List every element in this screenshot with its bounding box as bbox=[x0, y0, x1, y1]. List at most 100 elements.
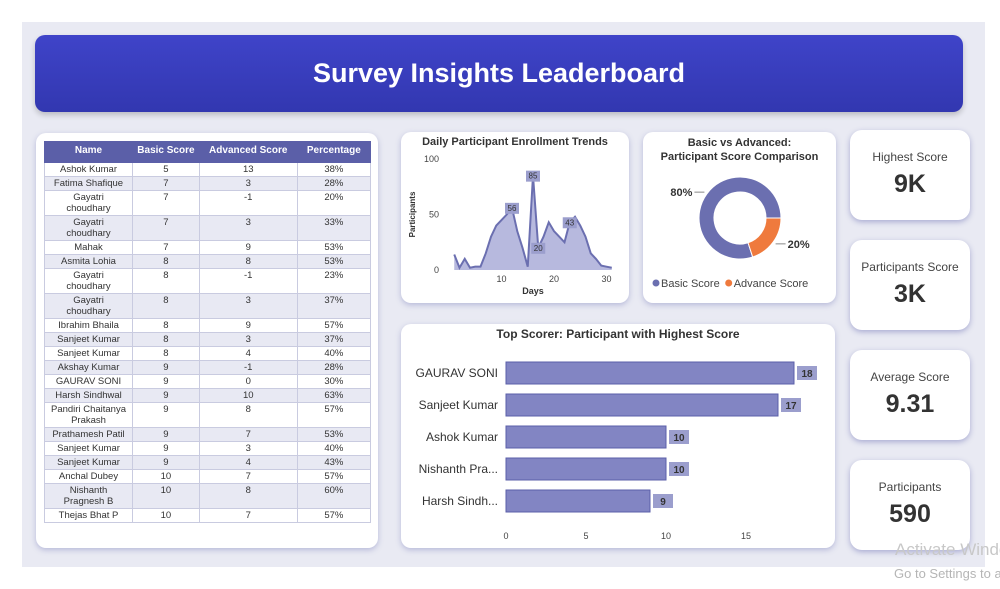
bar bbox=[505, 425, 667, 449]
legend-label: Basic Score bbox=[661, 278, 720, 290]
bar bbox=[505, 457, 667, 481]
x-tick-label: 30 bbox=[601, 274, 611, 284]
table-cell: 30% bbox=[296, 374, 372, 389]
y-tick-label: Ashok Kumar bbox=[426, 430, 498, 444]
x-axis-label: Days bbox=[522, 286, 544, 296]
table-cell: 7 bbox=[198, 427, 298, 442]
data-label: 17 bbox=[785, 401, 797, 412]
x-tick-label: 10 bbox=[661, 531, 671, 541]
table-row: Ibrahim Bhaila 8 9 57% bbox=[43, 318, 372, 333]
table-cell: 20% bbox=[296, 190, 372, 216]
table-cell: 57% bbox=[296, 402, 372, 428]
bar bbox=[505, 361, 795, 385]
table-cell: 10 bbox=[132, 483, 200, 509]
table-cell: Gayatri choudhary bbox=[43, 190, 134, 216]
x-tick-label: 15 bbox=[741, 531, 751, 541]
table-cell: 7 bbox=[198, 508, 298, 523]
score-table: Name Basic Score Advanced Score Percentage A… bbox=[43, 141, 372, 523]
kpi-value: 3K bbox=[894, 280, 926, 308]
table-panel: Name Basic Score Advanced Score Percentage A… bbox=[36, 133, 378, 548]
table-cell: 8 bbox=[198, 254, 298, 269]
table-cell: 9 bbox=[132, 455, 200, 470]
table-cell: 38% bbox=[296, 162, 372, 177]
table-row: Thejas Bhat P 10 7 57% bbox=[43, 508, 372, 523]
table-cell: 37% bbox=[296, 332, 372, 347]
line-panel: Daily Participant Enrollment Trends 0 50 1… bbox=[401, 132, 629, 303]
data-label: 56 bbox=[508, 204, 517, 213]
legend-marker bbox=[725, 279, 733, 287]
column-header: Name bbox=[43, 141, 134, 163]
watermark-title: Activate Windows bbox=[895, 540, 1000, 559]
kpi-value: 9.31 bbox=[885, 390, 935, 418]
table-cell: Pandiri Chaitanya Prakash bbox=[43, 402, 134, 428]
table-cell: 10 bbox=[132, 469, 200, 484]
table-cell: Ashok Kumar bbox=[43, 162, 134, 177]
table-cell: 57% bbox=[296, 318, 372, 333]
table-cell: 3 bbox=[198, 176, 298, 191]
table-row: Gayatri choudhary 7 3 33% bbox=[43, 215, 372, 241]
table-cell: 4 bbox=[198, 346, 298, 361]
table-cell: 0 bbox=[198, 374, 298, 389]
x-tick-label: 10 bbox=[496, 274, 506, 284]
table-row: Sanjeet Kumar 8 3 37% bbox=[43, 332, 372, 347]
kpi-card: Participants 590 bbox=[850, 460, 970, 550]
table-row: Gayatri choudhary 8 -1 23% bbox=[43, 268, 372, 294]
y-tick-label: 100 bbox=[424, 154, 439, 164]
x-tick-label: 5 bbox=[583, 531, 588, 541]
bar-panel: Top Scorer: Participant with Highest Sco… bbox=[401, 324, 835, 548]
column-header: Percentage bbox=[296, 141, 372, 163]
table-cell: 3 bbox=[198, 293, 298, 319]
table-cell: Prathamesh Patil bbox=[43, 427, 134, 442]
donut-slice bbox=[747, 217, 782, 258]
table-cell: 9 bbox=[198, 240, 298, 255]
table-cell: 28% bbox=[296, 176, 372, 191]
table-row: Prathamesh Patil 9 7 53% bbox=[43, 427, 372, 442]
data-label: 10 bbox=[673, 465, 685, 476]
bar bbox=[505, 393, 779, 417]
table-cell: 7 bbox=[198, 469, 298, 484]
table-cell: 3 bbox=[198, 441, 298, 456]
label-box bbox=[669, 430, 689, 444]
table-cell: Nishanth Pragnesh B bbox=[43, 483, 134, 509]
table-cell: 3 bbox=[198, 332, 298, 347]
label-box bbox=[669, 462, 689, 476]
y-tick-label: Nishanth Pra... bbox=[419, 462, 498, 476]
table-row: Gayatri choudhary 8 3 37% bbox=[43, 293, 372, 319]
table-cell: Sanjeet Kumar bbox=[43, 455, 134, 470]
table-cell: 8 bbox=[132, 254, 200, 269]
bar-chart: 0 5 10 15 GAURAV SONI 18 Sanjeet Kumar 17 Ashok … bbox=[416, 361, 817, 541]
kpi-value: 9K bbox=[894, 170, 926, 198]
y-tick-label: Sanjeet Kumar bbox=[419, 398, 498, 412]
table-cell: 7 bbox=[132, 176, 200, 191]
kpi-label: Average Score bbox=[870, 370, 950, 384]
table-cell: Fatima Shafique bbox=[43, 176, 134, 191]
table-row: Gayatri choudhary 7 -1 20% bbox=[43, 190, 372, 216]
x-tick-label: 20 bbox=[549, 274, 559, 284]
table-cell: Anchal Dubey bbox=[43, 469, 134, 484]
table-cell: 8 bbox=[132, 293, 200, 319]
table-cell: 37% bbox=[296, 293, 372, 319]
table-cell: 57% bbox=[296, 508, 372, 523]
label-box bbox=[797, 366, 817, 380]
table-row: Pandiri Chaitanya Prakash 9 8 57% bbox=[43, 402, 372, 428]
table-cell: -1 bbox=[198, 268, 298, 294]
table-cell: Mahak bbox=[43, 240, 134, 255]
table-cell: 5 bbox=[132, 162, 200, 177]
label-box bbox=[562, 217, 577, 229]
table-cell: 60% bbox=[296, 483, 372, 509]
table-cell: 28% bbox=[296, 360, 372, 375]
table-cell: 53% bbox=[296, 254, 372, 269]
y-tick-label: GAURAV SONI bbox=[416, 366, 498, 380]
table-cell: 8 bbox=[132, 346, 200, 361]
table-cell: 4 bbox=[198, 455, 298, 470]
table-row: Mahak 7 9 53% bbox=[43, 240, 372, 255]
kpi-card: Participants Score 3K bbox=[850, 240, 970, 330]
line-chart: 0 50 100 10 20 30 Days Participants 56 85 20 43 bbox=[408, 154, 612, 296]
y-tick-label: Harsh Sindh... bbox=[422, 494, 498, 508]
data-label: 80% bbox=[670, 187, 692, 199]
table-cell: 10 bbox=[132, 508, 200, 523]
data-label: 18 bbox=[801, 369, 813, 380]
label-box bbox=[526, 170, 540, 182]
table-cell: Sanjeet Kumar bbox=[43, 441, 134, 456]
